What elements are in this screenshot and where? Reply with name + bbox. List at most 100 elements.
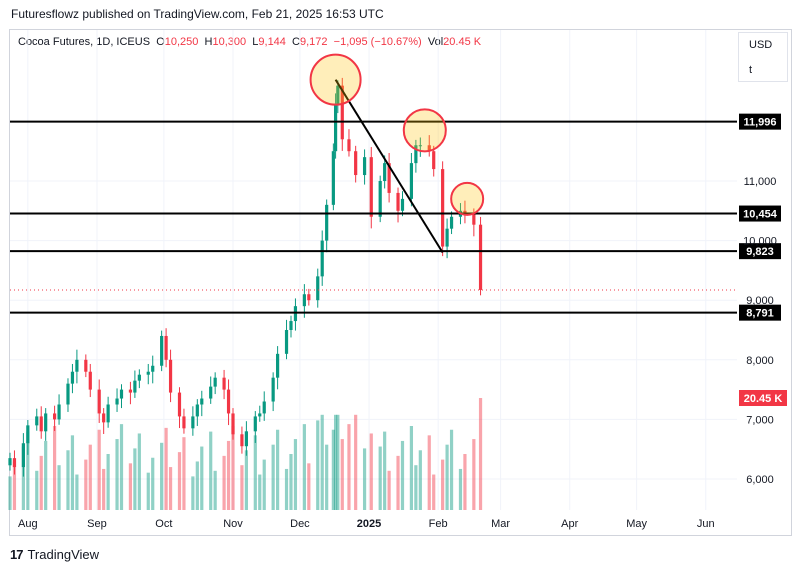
volume-value: 20.45 K [443,36,482,48]
volume-bar [302,424,306,510]
time-tick-label: Apr [561,518,578,530]
candle-body [231,413,235,435]
volume-bar [66,450,70,510]
low-label: L [252,36,259,48]
volume-bar [253,435,257,510]
highlight-circle[interactable] [309,53,362,106]
candle-body [44,413,48,432]
trendline[interactable] [334,79,444,254]
volume-label: Vol [427,36,444,48]
candle-body [369,157,373,217]
candle-body [102,413,106,423]
change-value: −1,095 (−10.67%) [333,36,422,48]
candle-body [75,359,79,372]
price-tick-label: 9,000 [746,295,774,307]
currency-label[interactable]: USD [749,39,773,51]
candle-body [160,335,164,366]
volume-bar [35,470,39,510]
candle-body [222,377,226,390]
volume-bar [383,431,387,510]
volume-bar [333,414,338,510]
symbol-legend: Cocoa Futures, 1D, ICEUS O10,250 H10,300… [18,36,481,48]
candle-body [146,371,150,375]
candle-body [168,359,173,393]
price-tick-label: 10,000 [743,236,777,248]
log-toggle[interactable]: t [749,64,753,76]
candle-body [333,103,338,152]
volume-bar [177,452,182,510]
highlight-circle[interactable] [402,108,447,153]
volume-bar [182,437,186,510]
volume-bar [449,429,454,510]
candle-body [66,383,70,405]
candle-body [331,151,335,205]
volume-bar [231,426,235,510]
volume-bar [244,450,248,510]
candle-body [209,386,213,399]
volume-bar [331,429,335,510]
candle-body [151,365,155,372]
candle-body [276,353,280,378]
volume-bar [146,472,150,510]
time-tick-label: Dec [290,518,310,530]
price-scale-settings[interactable]: USD t [738,32,788,82]
volume-bar [362,448,367,510]
candle-body [409,163,414,199]
volume-bar [414,465,418,510]
price-tick-label: 6,000 [746,474,774,486]
tradingview-footer[interactable]: 17 TradingView [10,547,99,562]
volume-bar [276,429,280,510]
volume-bar [284,468,289,510]
candle-body [115,398,119,405]
level-label: 11,996 [743,117,776,129]
candle-body [262,401,266,414]
volume-bar [8,476,12,510]
candle-body [354,151,358,176]
level-label: 10,454 [743,209,778,221]
candle-body [84,359,88,372]
time-tick-label: Aug [18,518,38,530]
price-tick-label: 8,000 [746,355,774,367]
volume-bar [195,461,199,510]
volume-label: 20.45 K [744,393,783,405]
volume-bar [336,414,340,510]
volume-bar [44,440,48,510]
time-tick-label: Mar [491,518,510,530]
volume-bar [53,426,57,510]
volume-bar [222,455,226,510]
volume-bar [396,455,400,510]
price-tick-label: 7,000 [746,414,774,426]
candle-body [253,416,257,432]
volume-bar [316,420,320,510]
candle-body [191,416,195,429]
candle-body [289,321,293,330]
candle-body [195,404,199,417]
volume-bar [133,448,137,510]
price-tick-label: 11,000 [744,176,777,188]
candle-body [258,413,262,417]
time-tick-label: Feb [429,518,448,530]
volume-bar [258,474,262,510]
volume-bar [84,459,88,510]
volume-bar [88,444,92,510]
candle-body [12,458,17,468]
highlight-circle[interactable] [450,181,485,216]
candle-body [133,380,137,393]
candle-body [213,377,217,387]
volume-bar [445,444,449,510]
time-tick-label: Nov [223,518,243,530]
candle-body [21,443,25,468]
open-value: 10,250 [164,36,199,48]
level-label-bg [739,205,781,222]
level-label: 8,791 [746,308,774,320]
volume-bar [262,459,266,510]
symbol-name[interactable]: Cocoa Futures, 1D, ICEUS [18,36,151,48]
volume-bar [75,474,79,510]
volume-bar [441,459,445,510]
volume-bar [432,474,436,510]
close-value: 9,172 [300,36,328,48]
level-label-bg [739,304,781,321]
volume-bar [325,444,329,510]
candle-body [463,210,467,214]
